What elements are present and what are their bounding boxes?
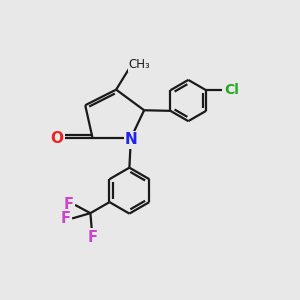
Text: F: F (87, 230, 98, 245)
Text: O: O (50, 131, 63, 146)
Text: Cl: Cl (225, 83, 239, 97)
Text: F: F (64, 197, 74, 212)
Text: CH₃: CH₃ (129, 58, 151, 71)
Text: F: F (61, 211, 70, 226)
Text: N: N (125, 132, 138, 147)
